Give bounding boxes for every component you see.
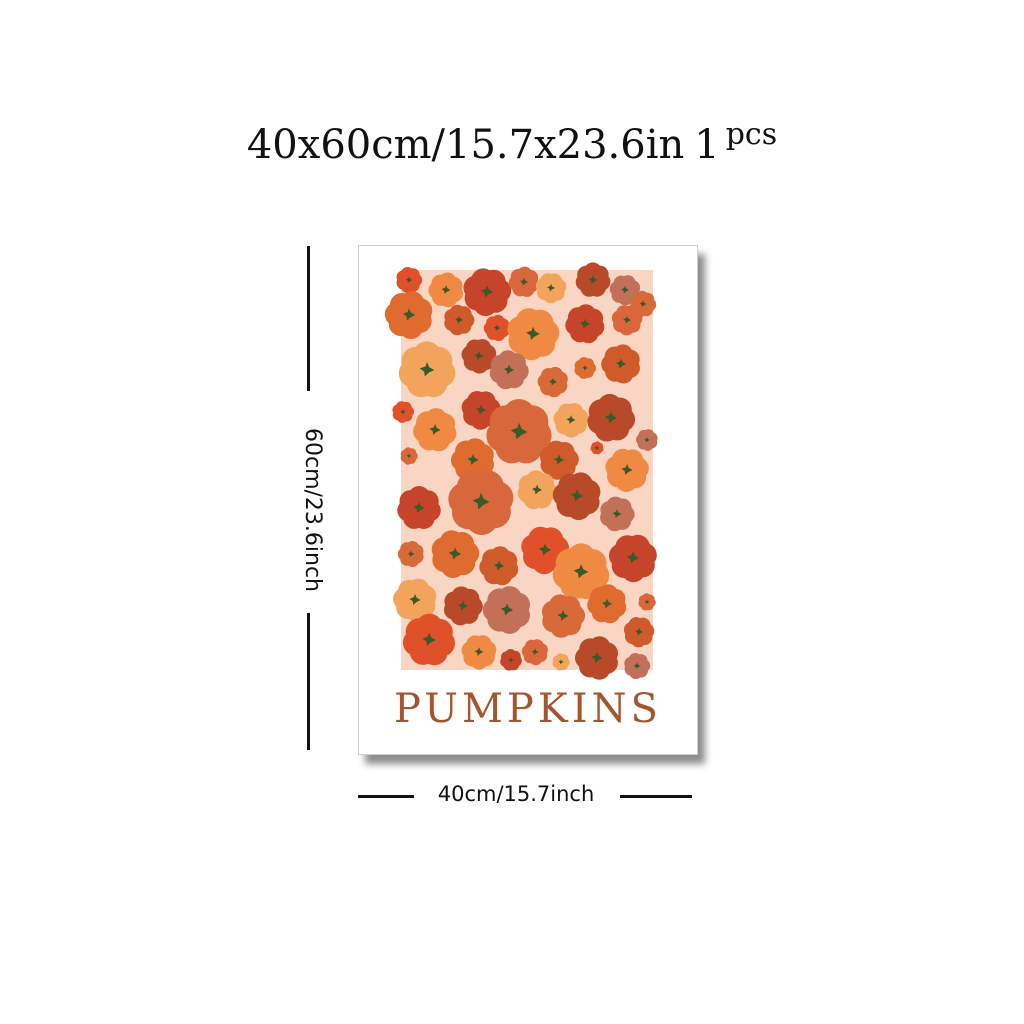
pumpkin-illustration: [448, 470, 514, 535]
pumpkin-illustration: [539, 440, 579, 480]
pumpkin-illustration: [638, 593, 656, 611]
pumpkin-illustration: [600, 496, 635, 532]
pumpkin-illustration: [444, 586, 483, 626]
pumpkin-illustration: [575, 636, 618, 680]
pumpkin-illustration: [428, 272, 463, 308]
pumpkin-illustration: [482, 586, 530, 634]
pumpkin-illustration: [463, 268, 512, 317]
width-dimension-line-right: [620, 795, 692, 798]
pumpkin-illustration: [574, 357, 596, 379]
pumpkin-illustration: [552, 543, 610, 600]
pumpkin-illustration: [565, 304, 605, 344]
pumpkin-illustration: [486, 399, 552, 464]
poster: PUMPKINS: [358, 245, 698, 755]
pumpkin-illustration: [623, 617, 655, 648]
pumpkin-illustration: [601, 344, 640, 384]
pumpkin-illustration: [398, 341, 456, 398]
pumpkin-illustration: [587, 393, 636, 442]
pumpkin-group: [384, 262, 658, 680]
pumpkin-illustration: [575, 262, 611, 297]
pumpkin-illustration: [587, 584, 627, 624]
pumpkin-illustration: [461, 339, 497, 374]
pumpkin-illustration: [553, 403, 589, 438]
pumpkin-illustration: [500, 649, 522, 671]
pumpkin-illustration: [461, 635, 497, 670]
pumpkin-illustration: [611, 305, 643, 336]
pumpkin-illustration: [431, 530, 480, 578]
pumpkin-illustration: [384, 291, 433, 339]
pumpkin-illustration: [400, 447, 418, 465]
pumpkin-illustration: [397, 486, 441, 529]
quantity-text: 1: [694, 122, 720, 168]
pumpkin-illustration: [392, 401, 414, 423]
pumpkin-illustration: [483, 314, 510, 341]
height-dimension-label: 60cm/23.6inch: [300, 427, 325, 592]
pumpkin-illustration: [517, 470, 557, 510]
pumpkin-artwork: [384, 262, 658, 680]
pumpkin-illustration: [396, 267, 423, 293]
width-dimension-label: 40cm/15.7inch: [437, 782, 595, 806]
pumpkin-illustration: [397, 541, 424, 567]
pumpkin-illustration: [507, 308, 560, 361]
pumpkin-illustration: [636, 429, 658, 451]
pumpkin-illustration: [552, 472, 601, 521]
pumpkin-illustration: [413, 408, 457, 452]
pumpkin-illustration: [535, 273, 567, 304]
pumpkin-illustration: [444, 304, 475, 336]
pumpkin-illustration: [508, 266, 540, 297]
pumpkin-illustration: [609, 534, 657, 583]
pumpkin-illustration: [605, 448, 649, 492]
pumpkin-illustration: [402, 613, 455, 666]
unit-text: pcs: [725, 117, 778, 152]
pumpkin-illustration: [541, 594, 585, 638]
pumpkin-illustration: [521, 639, 548, 666]
size-text: 40x60cm/15.7x23.6in: [246, 122, 685, 168]
pumpkin-illustration: [537, 366, 568, 398]
size-heading: 40x60cm/15.7x23.6in 1 pcs: [0, 117, 1024, 168]
width-dimension-line-left: [358, 795, 414, 798]
height-dimension-line-top: [307, 246, 310, 391]
pumpkin-illustration: [479, 546, 519, 586]
poster-title: PUMPKINS: [394, 686, 662, 732]
pumpkin-illustration: [624, 653, 651, 680]
height-dimension-line-bottom: [307, 613, 310, 750]
pumpkin-illustration: [590, 441, 604, 455]
pumpkin-illustration: [489, 350, 529, 390]
pumpkin-illustration: [552, 653, 570, 671]
pumpkin-illustration: [461, 391, 501, 430]
